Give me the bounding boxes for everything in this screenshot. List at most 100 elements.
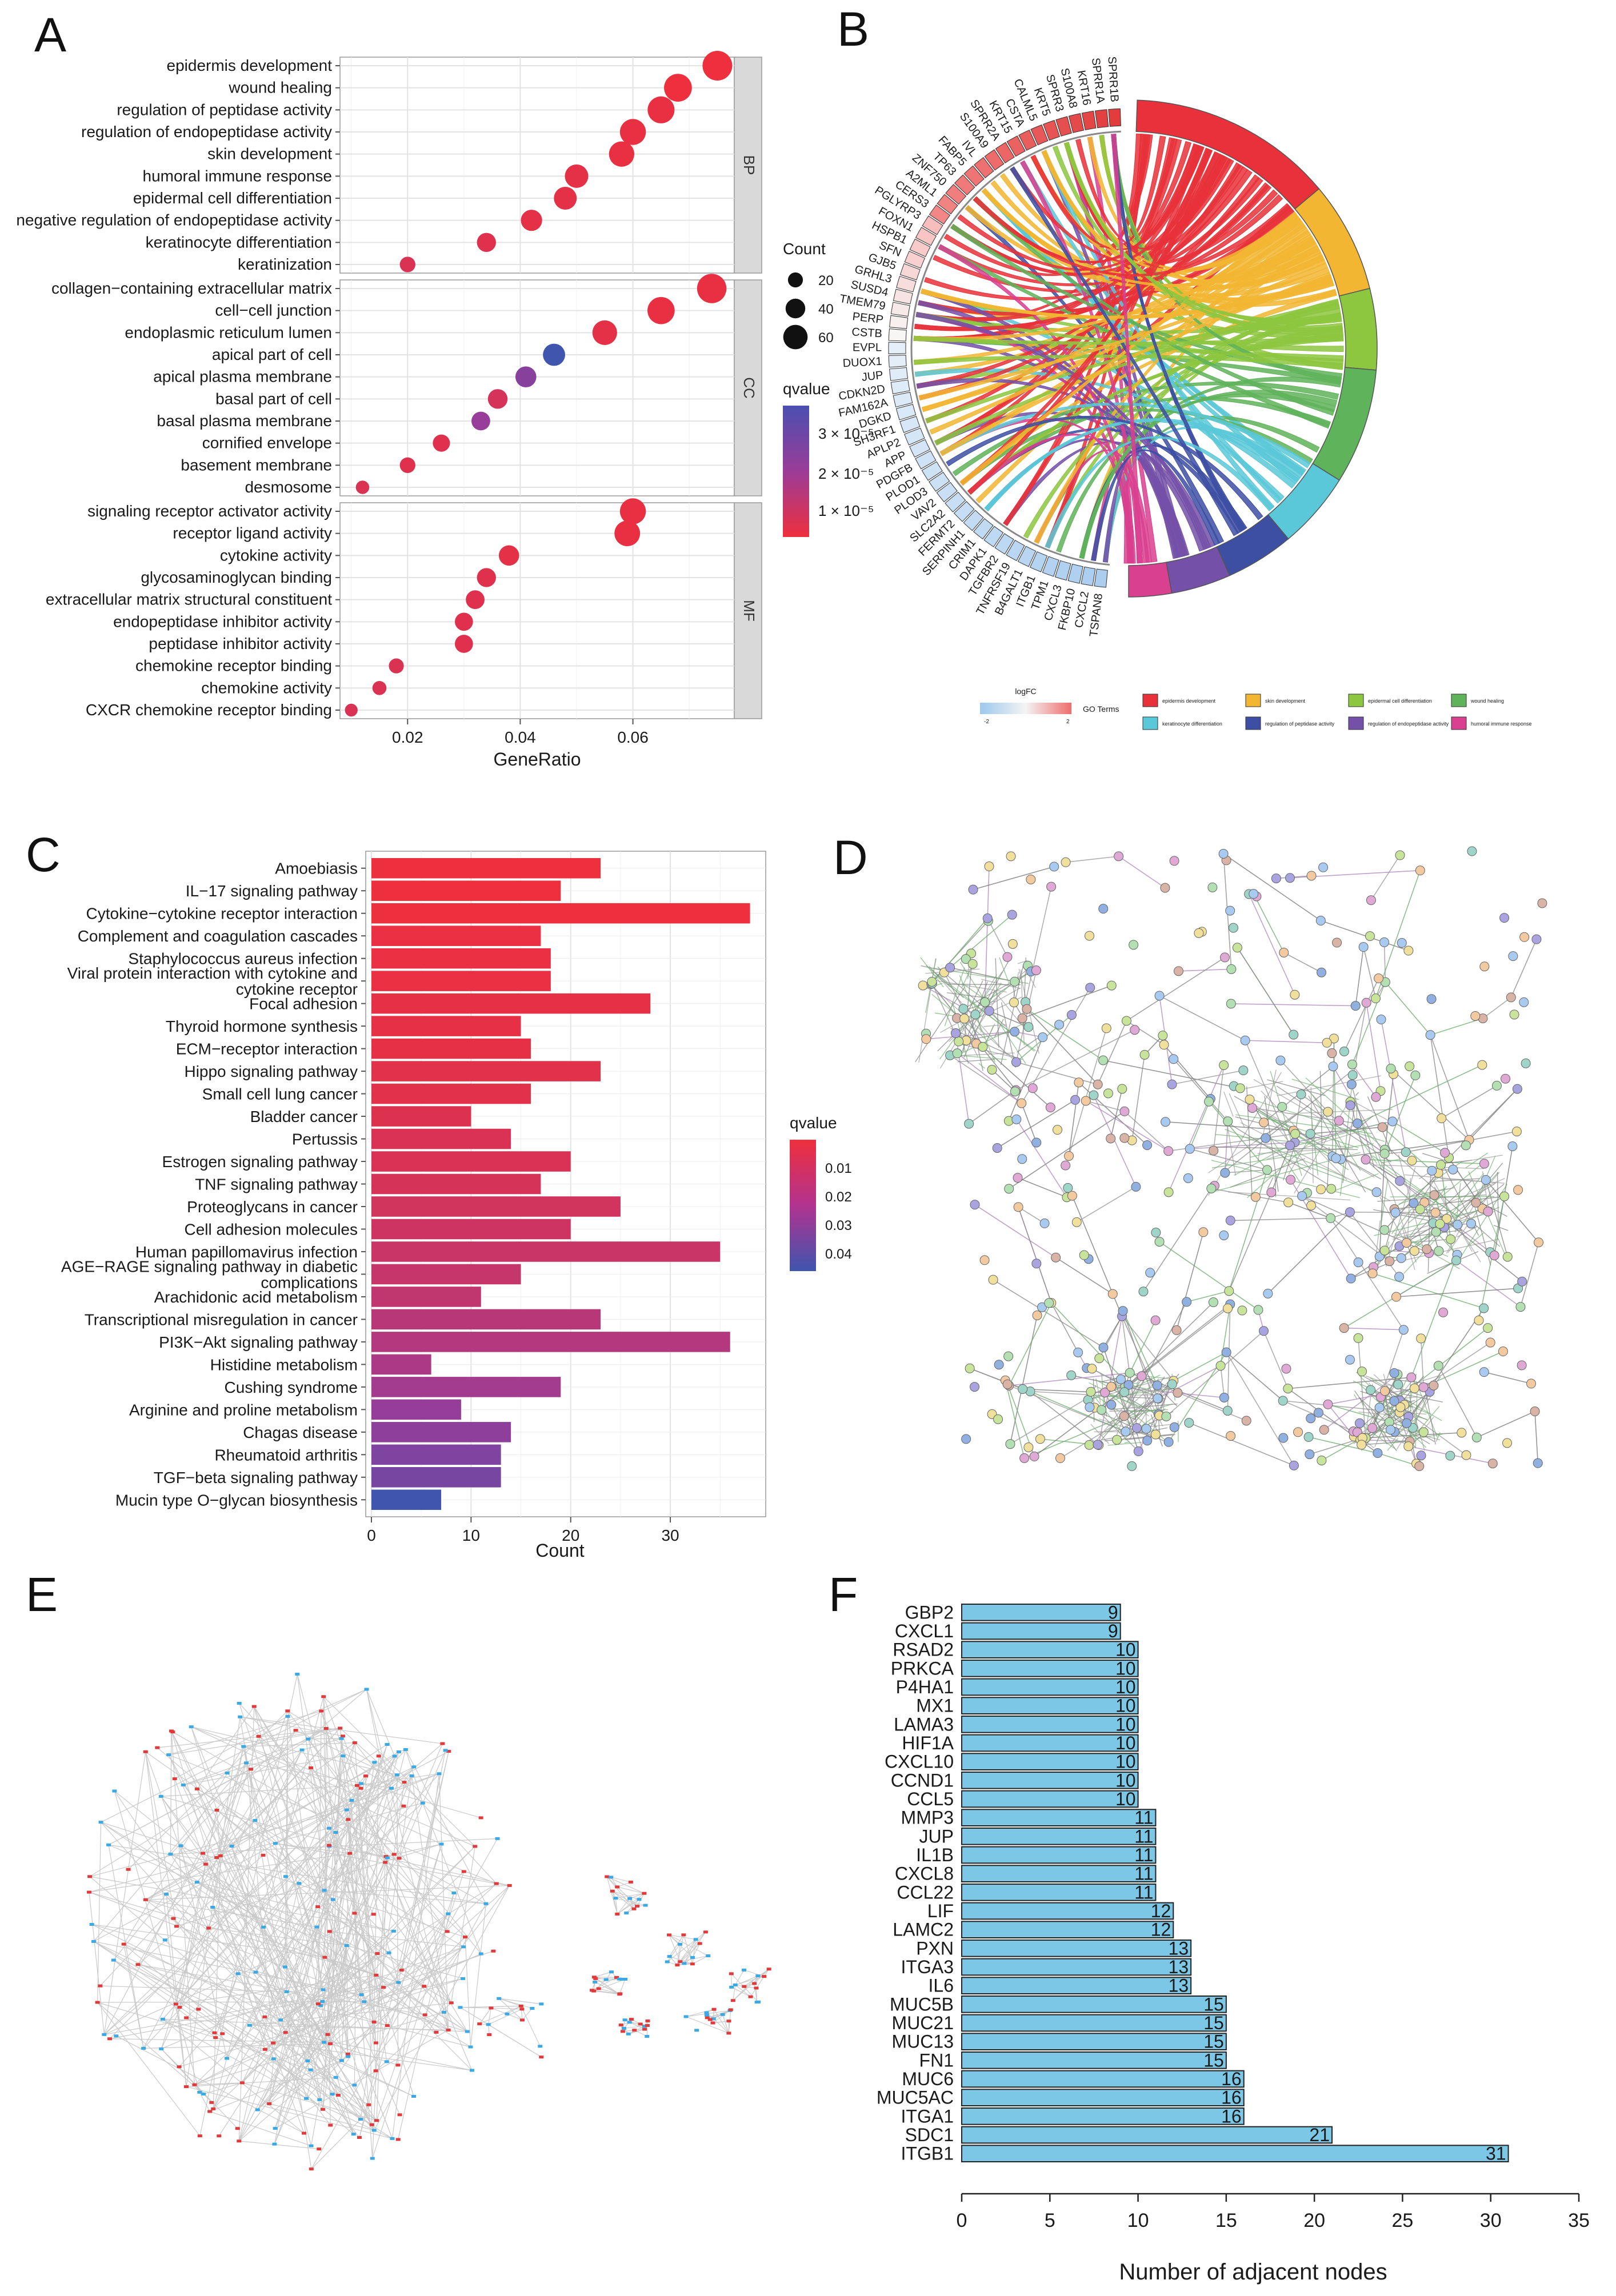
network-node [1466,1219,1477,1229]
go-term-dot [619,119,646,145]
kegg-bar [371,903,750,924]
gene-logfc-cell [1006,135,1026,157]
network-node [1127,1461,1137,1471]
ppi-edge [254,1706,375,2022]
network-edge [1323,1374,1398,1431]
ppi-node [267,2102,272,2105]
go-term-label: epidermis development [167,57,333,74]
ppi-edge [750,1976,765,1997]
ppi-node [229,1845,234,1848]
ppi-node [214,1856,219,1859]
network-edge [1000,964,1024,1065]
gene-logfc-cell [1094,109,1109,129]
network-node [1061,857,1071,867]
ppi-node [225,1772,230,1775]
network-node [1223,1116,1233,1127]
ppi-node [726,2031,731,2035]
ppi-node [627,2021,632,2024]
ppi-node [220,2032,225,2035]
ppi-edge [212,1907,319,2005]
network-node [1198,1227,1209,1237]
network-edge [1379,1178,1389,1230]
ppi-node [489,2006,494,2010]
network-node [1142,1140,1153,1150]
gene-logfc-cell [974,157,994,179]
network-edge [1016,1061,1098,1085]
ppi-edge [394,1854,486,1904]
hub-gene-label: MUC5B [890,1994,954,2014]
network-edge [1413,1406,1440,1437]
ppi-node [330,2093,335,2096]
chord-ribbon [973,196,1335,416]
ppi-node [209,2101,214,2104]
network-node [952,1048,962,1059]
go-term-legend-swatch [1451,716,1467,730]
network-node [1485,1337,1495,1348]
ppi-node [605,1875,610,1878]
network-node [993,1414,1003,1424]
kegg-bar [371,1016,521,1036]
network-node [1002,952,1013,962]
ppi-edge [287,1710,448,1932]
network-node [978,1041,988,1052]
ppi-node [399,1969,404,1972]
ppi-edge [347,1819,362,1995]
network-node [1010,976,1020,987]
ppi-edge [451,1846,475,2003]
ppi-node [730,1999,735,2002]
ppi-node [283,1875,288,1878]
gene-logfc-cell [893,288,913,304]
chord-ribbon [1041,150,1303,273]
network-node [1160,883,1170,893]
network-node [1085,983,1095,993]
ppi-edge [269,2103,374,2131]
kegg-bar [371,1038,531,1059]
network-edge [1234,1147,1286,1176]
hub-gene-bar [961,2033,1227,2050]
network-node [1437,1113,1447,1124]
ppi-node [609,1876,614,1879]
x-tick-label: 0 [367,1526,376,1544]
ppi-edge [359,1751,449,2138]
kegg-pathway-label: Viral protein interaction with cytokine … [67,964,358,998]
ppi-node [135,1963,141,1966]
network-node [1125,1368,1135,1378]
network-edge [1264,1096,1279,1192]
ppi-edge [679,1932,706,1962]
ppi-node [306,1737,311,1741]
gene-logfc-cell [1055,116,1072,137]
hub-gene-bar [961,1697,1139,1714]
network-node [1129,940,1139,950]
network-edge [1403,1393,1443,1403]
ppi-edge [91,1924,325,2043]
ppi-edge [470,1904,487,2047]
network-node [961,954,971,964]
chord-ribbon [1063,142,1342,323]
gene-label: DUOX1 [842,355,882,370]
ppi-edge [269,2034,329,2104]
network-edge [1343,978,1379,1052]
ppi-node [461,1945,466,1949]
ppi-node [352,1912,357,1915]
network-node [1374,973,1384,984]
network-edge [1534,1411,1539,1464]
network-edge [1430,1035,1470,1140]
ppi-node [441,2010,446,2014]
ppi-node [618,2023,623,2027]
ppi-node [519,2008,525,2011]
ppi-edge [114,1790,200,2093]
ppi-node [645,2019,650,2022]
network-edge [1267,1212,1350,1294]
ppi-node [617,1993,622,1996]
network-node [1415,1204,1425,1215]
ppi-node [742,1985,747,1988]
network-edge [1411,1254,1458,1378]
gene-logfc-cell [1018,129,1037,151]
network-edge [1465,1172,1500,1212]
network-node [1451,1255,1461,1265]
hub-gene-bar [961,1772,1139,1789]
network-node [987,1064,997,1075]
ppi-edge [257,2004,319,2110]
network-node [1119,1133,1130,1143]
